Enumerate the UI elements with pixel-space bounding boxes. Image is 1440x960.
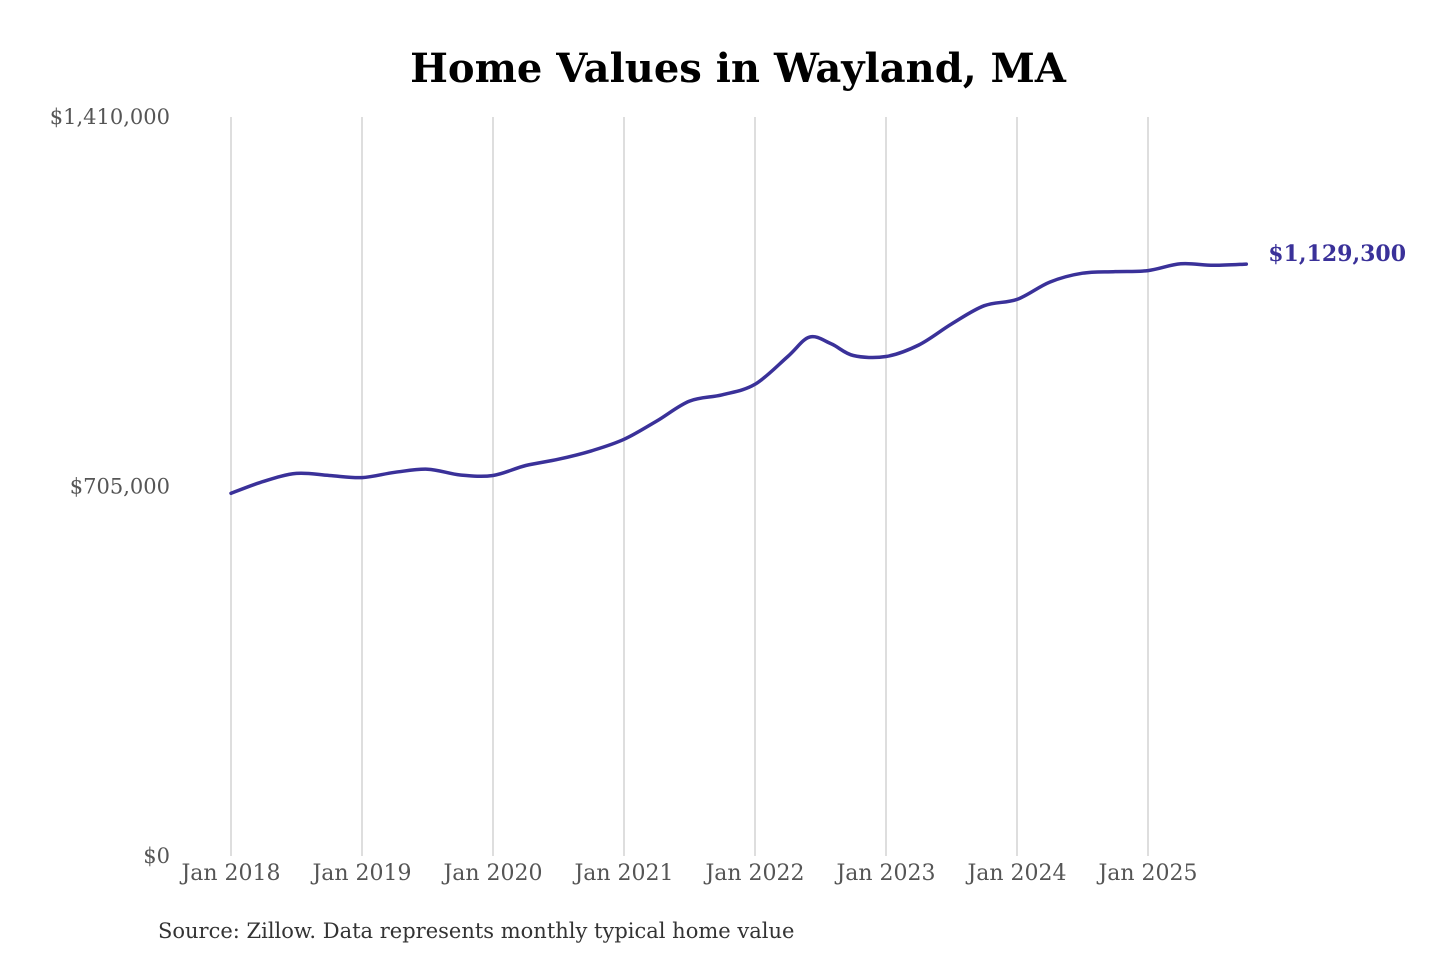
chart-title: Home Values in Wayland, MA: [410, 45, 1067, 92]
x-tick-label: Jan 2024: [965, 861, 1066, 886]
x-tick-label: Jan 2025: [1096, 861, 1197, 886]
x-tick-label: Jan 2018: [179, 861, 280, 886]
x-tick-label: Jan 2022: [703, 861, 804, 886]
y-tick-label: $0: [143, 844, 170, 868]
vertical-grid: [230, 117, 1149, 856]
y-axis-ticks: $1,410,000 $705,000 $0: [50, 105, 170, 868]
x-tick-label: Jan 2019: [310, 861, 411, 886]
y-tick-label: $705,000: [70, 475, 170, 499]
x-axis-ticks: Jan 2018 Jan 2019 Jan 2020 Jan 2021 Jan 2022…: [179, 861, 1197, 886]
x-tick-label: Jan 2020: [441, 861, 542, 886]
end-value-label: $1,129,300: [1268, 241, 1406, 267]
y-tick-label: $1,410,000: [50, 105, 170, 129]
x-tick-label: Jan 2021: [572, 861, 673, 886]
x-tick-label: Jan 2023: [834, 861, 935, 886]
series-line: [229, 261, 1249, 496]
source-note: Source: Zillow. Data represents monthly …: [158, 919, 794, 943]
